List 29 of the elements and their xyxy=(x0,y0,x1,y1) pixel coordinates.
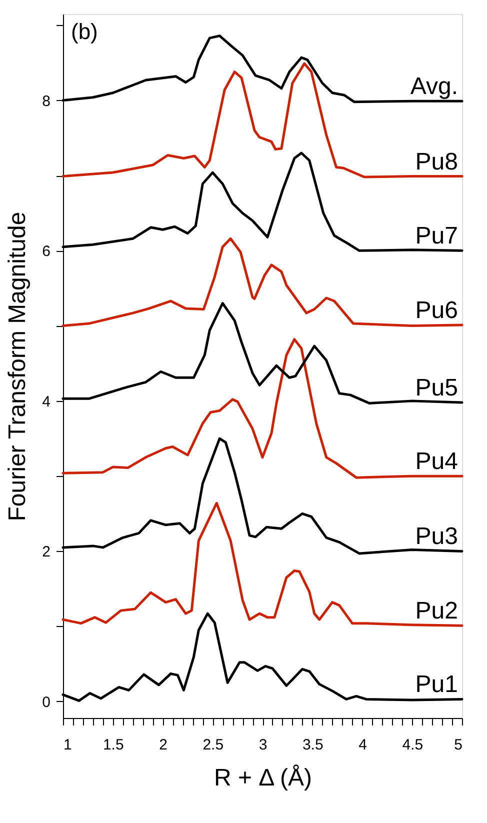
x-axis-title: R + Δ (Å) xyxy=(214,764,312,792)
y-tick-label: 4 xyxy=(42,393,50,410)
x-tick-label: 4.5 xyxy=(402,736,424,754)
y-tick-label: 2 xyxy=(42,544,50,561)
series-label: Pu4 xyxy=(415,448,458,476)
x-tick-label: 3.5 xyxy=(302,736,324,754)
y-tick-label: 6 xyxy=(42,243,50,260)
x-tick-label: 2.5 xyxy=(202,736,224,754)
x-tick-label: 1 xyxy=(64,736,72,754)
x-tick-label: 5 xyxy=(454,736,462,754)
line-series xyxy=(62,338,464,479)
series-label: Pu6 xyxy=(415,297,458,324)
y-tick-label: 8 xyxy=(42,92,50,110)
series-label: Pu1 xyxy=(415,671,458,698)
series-label: Pu2 xyxy=(415,598,458,625)
line-series xyxy=(62,502,464,627)
y-tick-label: 0 xyxy=(42,694,50,711)
series-label: Avg. xyxy=(410,73,458,100)
line-series xyxy=(62,62,464,178)
x-tick-label: 3 xyxy=(258,736,268,754)
x-tick-label: 2 xyxy=(159,736,168,754)
series-label: Pu3 xyxy=(415,523,458,550)
y-axis-title: Fourier Transform Magnitude xyxy=(4,212,32,522)
annotation: (b) xyxy=(71,19,98,44)
x-tick-label: 4 xyxy=(358,736,367,754)
series-label: Pu7 xyxy=(415,222,458,250)
series-label: Pu8 xyxy=(415,148,458,176)
x-tick-label: 1.5 xyxy=(102,736,124,754)
series-label: Pu5 xyxy=(415,374,458,402)
